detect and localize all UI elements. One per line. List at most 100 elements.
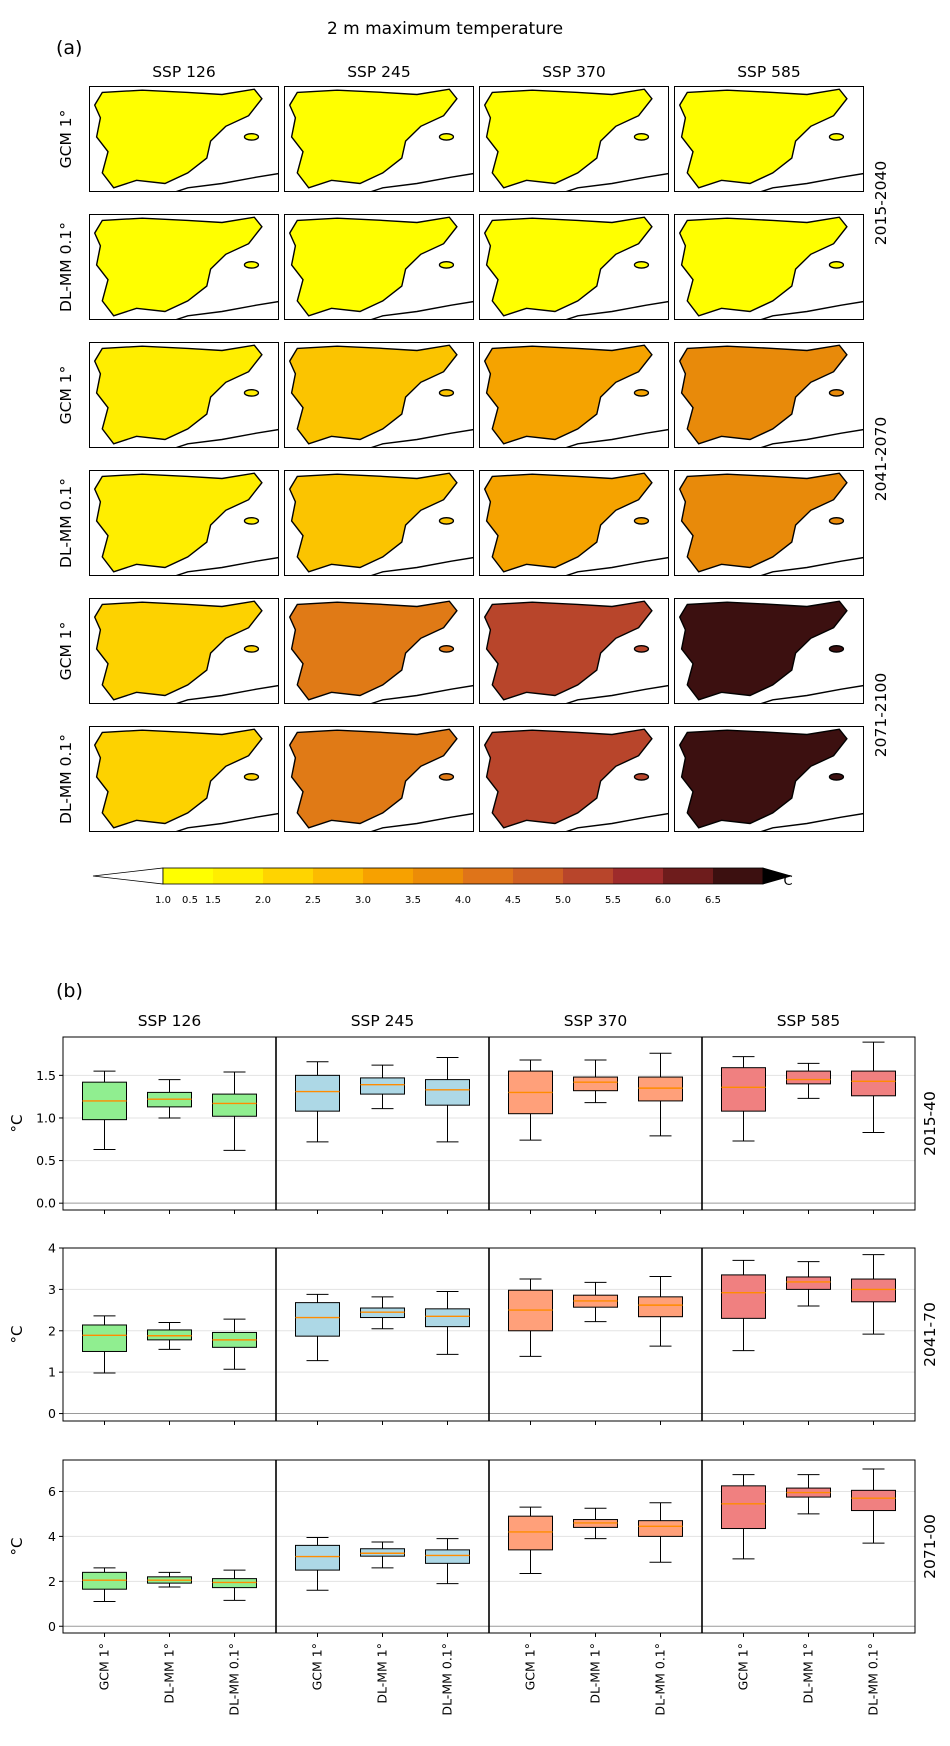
africa-coastline <box>562 428 669 448</box>
x-tick-label: GCM 1° <box>736 1643 751 1690</box>
island <box>828 773 845 781</box>
map-frame <box>284 470 474 576</box>
colorbar-tick-label: 3.5 <box>405 895 421 906</box>
island <box>633 133 650 141</box>
box <box>295 1537 340 1591</box>
box <box>573 1059 618 1104</box>
box <box>147 1321 192 1350</box>
x-tick-label: DL-MM 1° <box>588 1643 603 1704</box>
island <box>438 261 455 269</box>
coastline <box>288 216 458 317</box>
y-tick-label: 1 <box>48 1365 56 1380</box>
map-cell <box>479 86 669 192</box>
box-iqr <box>721 1274 766 1319</box>
coastline <box>288 344 458 445</box>
row-label: DL-MM 0.1° <box>57 734 75 824</box>
x-tick-label: DL-MM 1° <box>801 1643 816 1704</box>
y-axis-label: °C <box>8 1538 26 1556</box>
row-label: DL-MM 0.1° <box>57 222 75 312</box>
africa-coastline <box>562 812 669 832</box>
land-fill <box>94 345 262 444</box>
box-iqr <box>851 1489 896 1512</box>
box <box>82 1070 127 1150</box>
land-fill <box>679 729 847 828</box>
box-iqr <box>425 1079 470 1106</box>
map-cell <box>674 470 864 576</box>
map-frame <box>89 86 279 192</box>
colorbar-segment <box>413 868 464 884</box>
colorbar-tick-label: 5.5 <box>605 895 621 906</box>
africa-coastline <box>172 812 279 832</box>
island <box>438 389 455 397</box>
coastline <box>288 472 458 573</box>
coastline <box>93 88 263 189</box>
map-cell <box>89 86 279 192</box>
map-frame <box>89 470 279 576</box>
box-iqr <box>360 1077 405 1095</box>
map-cell <box>674 214 864 320</box>
land-fill <box>679 473 847 572</box>
box <box>638 1052 683 1137</box>
land-fill <box>679 217 847 316</box>
africa-coastline <box>172 172 279 192</box>
box <box>295 1293 340 1362</box>
box <box>360 1296 405 1330</box>
island <box>438 517 455 525</box>
box-iqr <box>425 1549 470 1564</box>
map-cell <box>479 342 669 448</box>
coastline <box>93 600 263 701</box>
boxplot-column-header: SSP 585 <box>777 1012 841 1030</box>
africa-coastline <box>757 684 864 704</box>
island <box>438 133 455 141</box>
row-label: GCM 1° <box>57 110 75 169</box>
island <box>828 389 845 397</box>
map-cell <box>479 598 669 704</box>
map-frame <box>674 470 864 576</box>
y-tick-label: 2 <box>48 1323 56 1338</box>
coastline <box>483 216 653 317</box>
x-tick-label: GCM 1° <box>523 1643 538 1690</box>
colorbar-extend-low <box>92 867 164 885</box>
colorbar-tick-label: 2.0 <box>255 895 271 906</box>
box <box>638 1276 683 1347</box>
island <box>438 773 455 781</box>
y-axis-label: °C <box>8 1115 26 1133</box>
box-iqr <box>721 1067 766 1112</box>
boxplot-panel: SSP 126 SSP 245 SSP 370 SSP 585 0.0 0.5 1.0 1.5… <box>8 1012 939 1716</box>
africa-coastline <box>757 172 864 192</box>
africa-coastline <box>757 300 864 320</box>
coastline <box>288 728 458 829</box>
coastline <box>483 600 653 701</box>
y-tick-label: 0.5 <box>36 1153 56 1168</box>
land-fill <box>289 345 457 444</box>
map-frame <box>479 214 669 320</box>
box-iqr <box>360 1548 405 1557</box>
island <box>243 645 260 653</box>
box <box>425 1056 470 1143</box>
map-frame <box>674 214 864 320</box>
map-panel: SSP 126 SSP 245 SSP 370 SSP 585 GCM 1° DL-MM … <box>57 63 890 832</box>
map-frame <box>89 214 279 320</box>
colorbar-tick-label: 6.5 <box>705 895 721 906</box>
boxplot-row: 0.0 0.5 1.0 1.5 °C 2015-40 <box>8 1036 939 1214</box>
colorbar-segment <box>613 868 664 884</box>
column-header: SSP 370 <box>542 63 606 81</box>
land-fill <box>484 601 652 700</box>
coastline <box>483 728 653 829</box>
colorbar-tick-label: 4.0 <box>455 895 471 906</box>
africa-coastline <box>562 300 669 320</box>
africa-coastline <box>172 684 279 704</box>
africa-coastline <box>367 428 474 448</box>
box <box>295 1061 340 1143</box>
land-fill <box>679 89 847 188</box>
africa-coastline <box>757 556 864 576</box>
x-tick-label: DL-MM 0.1° <box>866 1643 881 1716</box>
period-label: 2071-2100 <box>872 673 890 758</box>
map-frame <box>89 342 279 448</box>
map-frame <box>674 598 864 704</box>
coastline <box>93 344 263 445</box>
box <box>425 1538 470 1585</box>
island <box>828 517 845 525</box>
africa-coastline <box>367 300 474 320</box>
